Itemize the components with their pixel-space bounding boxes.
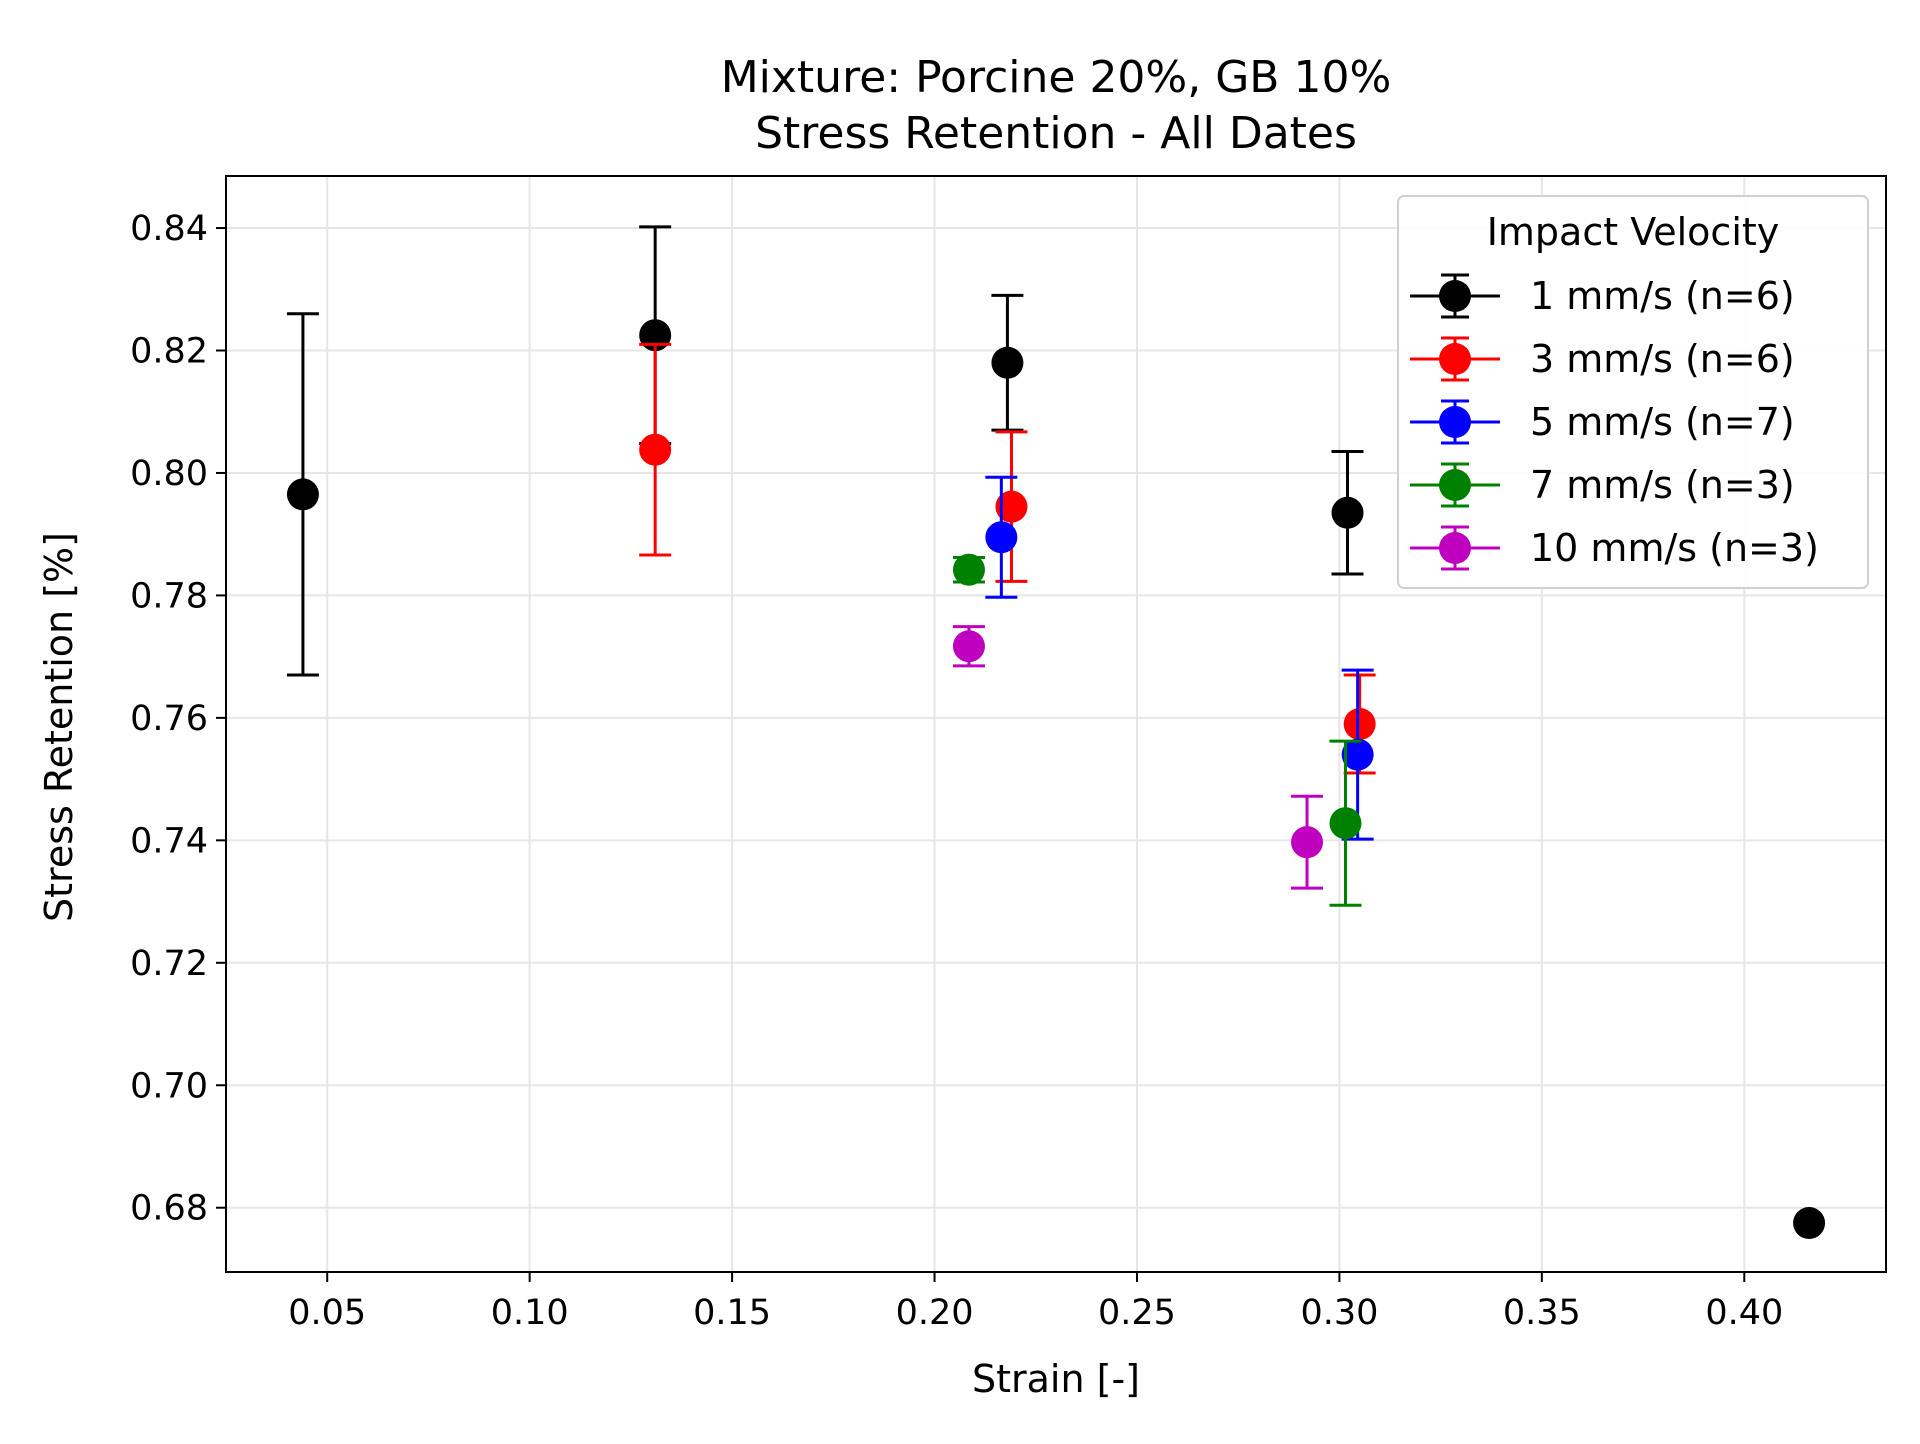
series-layer	[286, 225, 1826, 1240]
x-axis-label: Strain [-]	[972, 1357, 1140, 1401]
legend-entries: 1 mm/s (n=6) 3 mm/s (n=6) 5 mm/s (n=7) 7 mm…	[1410, 273, 1819, 571]
data-point	[952, 630, 985, 663]
legend-marker	[1439, 406, 1471, 438]
x-tick-label: 0.25	[1098, 1293, 1176, 1333]
y-tick-label: 0.84	[130, 209, 208, 249]
legend-marker	[1439, 469, 1471, 501]
data-point	[639, 433, 672, 466]
legend-label: 1 mm/s (n=6)	[1530, 274, 1795, 318]
y-tick-label: 0.68	[130, 1189, 208, 1229]
legend-label: 3 mm/s (n=6)	[1530, 337, 1795, 381]
data-point	[991, 346, 1024, 379]
series-5	[952, 625, 1324, 890]
y-tick-label: 0.76	[130, 699, 208, 739]
x-tick-label: 0.30	[1300, 1293, 1378, 1333]
x-tick-label: 0.10	[491, 1293, 569, 1333]
x-tick-label: 0.15	[693, 1293, 771, 1333]
data-point	[985, 521, 1018, 554]
chart-title: Mixture: Porcine 20%, GB 10%	[721, 52, 1392, 103]
legend-label: 5 mm/s (n=7)	[1530, 400, 1795, 444]
data-point	[1331, 496, 1364, 529]
y-tick-label: 0.82	[130, 332, 208, 372]
data-point	[1343, 708, 1376, 740]
y-tick-label: 0.80	[130, 454, 208, 494]
legend-title: Impact Velocity	[1487, 210, 1780, 254]
y-tick-label: 0.70	[130, 1066, 208, 1106]
data-point	[286, 478, 319, 511]
chart-subtitle: Stress Retention - All Dates	[755, 108, 1357, 159]
data-point	[1291, 826, 1324, 859]
legend-label: 7 mm/s (n=3)	[1530, 463, 1795, 507]
y-tick-label: 0.78	[130, 576, 208, 616]
legend-marker	[1439, 343, 1471, 375]
data-point	[1793, 1207, 1826, 1240]
x-tick-label: 0.20	[896, 1293, 974, 1333]
legend-box	[1397, 195, 1869, 589]
data-point	[1329, 807, 1362, 840]
x-tick-label: 0.35	[1503, 1293, 1581, 1333]
plot-frame	[225, 175, 1887, 1273]
y-axis-label: Stress Retention [%]	[37, 532, 81, 922]
data-point	[952, 553, 985, 586]
y-tick-label: 0.72	[130, 944, 208, 984]
legend-label: 10 mm/s (n=3)	[1530, 526, 1819, 570]
legend-marker	[1439, 280, 1471, 312]
x-tick-label: 0.40	[1705, 1293, 1783, 1333]
y-tick-label: 0.74	[130, 821, 208, 861]
series-4	[952, 553, 1362, 907]
data-point	[995, 490, 1028, 523]
tick-layer: 0.05 0.10 0.15 0.20 0.25 0.30 0.35 0.40 0.68 0.70…	[130, 209, 1783, 1333]
legend-marker	[1439, 532, 1471, 564]
data-point	[1341, 738, 1374, 771]
x-tick-label: 0.05	[288, 1293, 366, 1333]
series-2	[639, 342, 1376, 775]
legend: Impact Velocity 1 mm/s (n=6) 3 mm/s (n=6)…	[1397, 195, 1869, 589]
